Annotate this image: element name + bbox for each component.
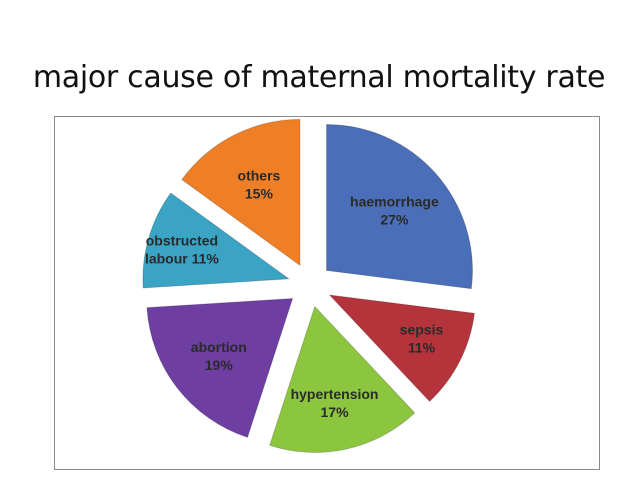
pie-slice-abortion [146, 297, 294, 438]
slice-label-others: others [238, 168, 281, 184]
slice-label-obstructed-labour: obstructed [146, 233, 218, 249]
slice-value-hypertension: 17% [321, 404, 350, 420]
pie-chart: haemorrhage 27% sepsis 11% hypertension 17% ab… [142, 118, 476, 453]
slice-value-sepsis: 11% [408, 340, 436, 356]
pie-slice-sepsis [328, 294, 476, 403]
pie-slice-hypertension [269, 305, 416, 453]
slice-label-haemorrhage: haemorrhage [350, 194, 439, 210]
slice-label-abortion: abortion [191, 339, 247, 355]
pie-slice-others [181, 118, 301, 267]
slice-label-sepsis: sepsis [400, 322, 444, 338]
slice-value-haemorrhage: 27% [380, 212, 409, 228]
chart-frame: haemorrhage 27% sepsis 11% hypertension 17% ab… [54, 116, 600, 470]
slice-value-abortion: 19% [205, 357, 234, 373]
pie-slice-haemorrhage [326, 123, 473, 290]
slice-value-others: 15% [245, 186, 274, 202]
slide-title: major cause of maternal mortality rate [32, 60, 606, 95]
slice-label-hypertension: hypertension [291, 386, 379, 402]
pie-slice-obstructed-labour [142, 192, 291, 289]
slice-value-obstructed-labour: labour 11% [145, 251, 219, 267]
